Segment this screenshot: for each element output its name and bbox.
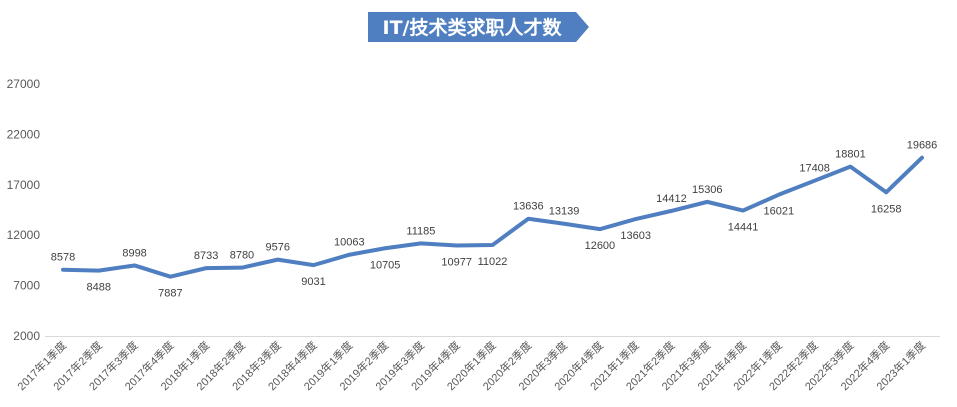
y-tick-label: 2000 bbox=[13, 329, 40, 343]
data-label: 16258 bbox=[871, 203, 902, 215]
data-label: 17408 bbox=[799, 163, 830, 175]
data-label: 8998 bbox=[122, 247, 146, 259]
data-label: 13139 bbox=[549, 206, 580, 218]
data-label: 13636 bbox=[513, 201, 544, 213]
data-label: 8733 bbox=[194, 250, 218, 262]
series-line bbox=[61, 155, 924, 279]
data-label: 9031 bbox=[301, 276, 325, 288]
y-tick-label: 17000 bbox=[7, 178, 41, 192]
data-label: 13603 bbox=[620, 230, 651, 242]
data-label: 11185 bbox=[406, 225, 435, 237]
x-axis: 2017年1季度2017年2季度2017年3季度2017年4季度2018年1季度… bbox=[14, 338, 928, 393]
data-label: 10977 bbox=[441, 257, 472, 269]
data-label: 10063 bbox=[334, 237, 365, 249]
data-label: 8578 bbox=[51, 252, 75, 264]
y-tick-label: 27000 bbox=[7, 77, 41, 91]
data-label: 14441 bbox=[728, 222, 759, 234]
y-tick-label: 12000 bbox=[7, 228, 41, 242]
title-text: IT/技术类求职人才数 bbox=[383, 16, 563, 39]
data-label: 16021 bbox=[764, 206, 795, 218]
title-banner bbox=[368, 12, 589, 42]
data-labels: 8578 8488 8998 7887 8733 8780 9576 9031 10063 107… bbox=[51, 140, 938, 300]
data-label: 12600 bbox=[585, 240, 616, 252]
data-label: 8780 bbox=[230, 250, 254, 262]
data-label: 18801 bbox=[835, 149, 866, 161]
y-tick-label: 22000 bbox=[7, 127, 41, 141]
chart-title: IT/技术类求职人才数 bbox=[368, 12, 589, 42]
data-label: 19686 bbox=[907, 140, 938, 152]
data-label: 11022 bbox=[478, 256, 508, 268]
data-label: 7887 bbox=[158, 288, 182, 300]
data-label: 15306 bbox=[692, 184, 723, 196]
y-axis: 2000 7000 12000 17000 22000 27000 bbox=[7, 77, 41, 343]
y-tick-label: 7000 bbox=[13, 279, 40, 293]
data-label: 10705 bbox=[370, 259, 401, 271]
data-label: 8488 bbox=[87, 282, 111, 294]
data-label: 9576 bbox=[266, 242, 290, 254]
data-label: 14412 bbox=[656, 193, 687, 205]
